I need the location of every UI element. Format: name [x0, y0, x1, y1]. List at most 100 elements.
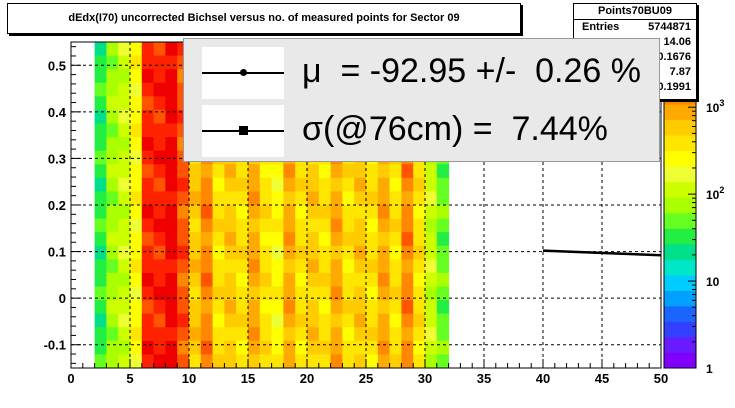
heatmap-cell: [271, 286, 284, 301]
stats-value: 5744871: [648, 21, 691, 33]
heatmap-cell: [354, 191, 367, 206]
heatmap-cell: [118, 300, 131, 315]
heatmap-cell: [130, 232, 143, 247]
heatmap-cell: [307, 313, 320, 328]
legend-swatch: [202, 47, 284, 99]
heatmap-cell: [366, 191, 379, 206]
heatmap-cell: [342, 300, 355, 315]
legend-label: σ(@76cm) = 7.44%: [302, 110, 608, 148]
heatmap-cell: [425, 300, 438, 315]
heatmap-cell: [377, 313, 391, 328]
heatmap-cell: [189, 354, 202, 369]
heatmap-cell: [200, 177, 214, 192]
heatmap-cell: [118, 191, 131, 206]
heatmap-cell: [224, 313, 237, 328]
x-tick-label: 45: [595, 371, 609, 386]
heatmap-cell: [283, 286, 296, 301]
heatmap-cell: [212, 286, 225, 301]
x-tick-label: 30: [418, 371, 432, 386]
stats-key: Entries: [582, 21, 620, 33]
heatmap-cell: [307, 218, 320, 233]
heatmap-cell: [401, 272, 414, 287]
heatmap-cell: [236, 259, 249, 274]
heatmap-cell: [389, 259, 402, 274]
heatmap-cell: [401, 313, 414, 328]
heatmap-cell: [106, 55, 119, 70]
heatmap-cell: [94, 286, 107, 301]
heatmap-cell: [165, 42, 178, 57]
stats-row: 14.06: [574, 36, 696, 49]
heatmap-cell: [118, 205, 131, 220]
heatmap-cell: [271, 327, 284, 342]
heatmap-cell: [248, 218, 261, 233]
heatmap-cell: [165, 245, 178, 260]
heatmap-cell: [330, 340, 343, 355]
heatmap-cell: [307, 272, 320, 287]
heatmap-cell: [271, 313, 284, 328]
heatmap-cell: [94, 150, 107, 165]
heatmap-cell: [189, 218, 202, 233]
heatmap-cell: [318, 191, 332, 206]
heatmap-cell: [141, 272, 155, 287]
heatmap-cell: [283, 205, 296, 220]
heatmap-cell: [141, 205, 155, 220]
heatmap-cell: [413, 191, 426, 206]
heatmap-cell: [436, 354, 450, 369]
heatmap-cell: [118, 272, 131, 287]
heatmap-cell: [259, 245, 273, 260]
heatmap-cell: [248, 205, 261, 220]
x-tick-label: 20: [300, 371, 314, 386]
heatmap-cell: [413, 232, 426, 247]
heatmap-cell: [330, 177, 343, 192]
heatmap-cell: [177, 354, 190, 369]
heatmap-cell: [141, 327, 155, 342]
heatmap-cell: [236, 245, 249, 260]
heatmap-cell: [425, 164, 438, 179]
heatmap-cell: [130, 109, 143, 124]
heatmap-cell: [283, 313, 296, 328]
heatmap-cell: [248, 232, 261, 247]
heatmap-cell: [377, 272, 391, 287]
y-tick-label: 0.5: [48, 58, 66, 73]
heatmap-cell: [342, 272, 355, 287]
heatmap-cell: [153, 313, 166, 328]
y-tick-label: 0.2: [48, 198, 66, 213]
heatmap-cell: [106, 327, 119, 342]
heatmap-cell: [425, 259, 438, 274]
heatmap-cell: [130, 96, 143, 111]
heatmap-cell: [342, 218, 355, 233]
heatmap-cell: [165, 205, 178, 220]
heatmap-cell: [307, 340, 320, 355]
heatmap-cell: [318, 300, 332, 315]
heatmap-cell: [189, 191, 202, 206]
heatmap-cell: [283, 177, 296, 192]
heatmap-cell: [236, 191, 249, 206]
heatmap-cell: [94, 259, 107, 274]
heatmap-cell: [366, 205, 379, 220]
color-scale-segment: [664, 150, 696, 167]
heatmap-cell: [106, 96, 119, 111]
heatmap-cell: [366, 218, 379, 233]
heatmap-cell: [248, 300, 261, 315]
heatmap-cell: [212, 313, 225, 328]
heatmap-cell: [94, 109, 107, 124]
heatmap-cell: [377, 245, 391, 260]
legend-box: μ = -92.95 +/- 0.26 % σ(@76cm) = 7.44%: [183, 38, 660, 162]
legend-label: μ = -92.95 +/- 0.26 %: [302, 52, 642, 90]
heatmap-cell: [295, 191, 308, 206]
heatmap-cell: [318, 354, 332, 369]
heatmap-cell: [165, 150, 178, 165]
heatmap-cell: [130, 69, 143, 84]
heatmap-cell: [413, 245, 426, 260]
heatmap-cell: [330, 300, 343, 315]
chart-title: dEdx(I70) uncorrected Bichsel versus no.…: [68, 12, 460, 24]
heatmap-cell: [106, 354, 119, 369]
heatmap-cell: [153, 191, 166, 206]
stats-name: Points70BU09: [574, 4, 696, 20]
heatmap-cell: [165, 55, 178, 70]
color-scale-segment: [664, 212, 696, 229]
heatmap-cell: [295, 340, 308, 355]
heatmap-cell: [224, 164, 237, 179]
heatmap-cell: [177, 164, 190, 179]
heatmap-cell: [366, 313, 379, 328]
